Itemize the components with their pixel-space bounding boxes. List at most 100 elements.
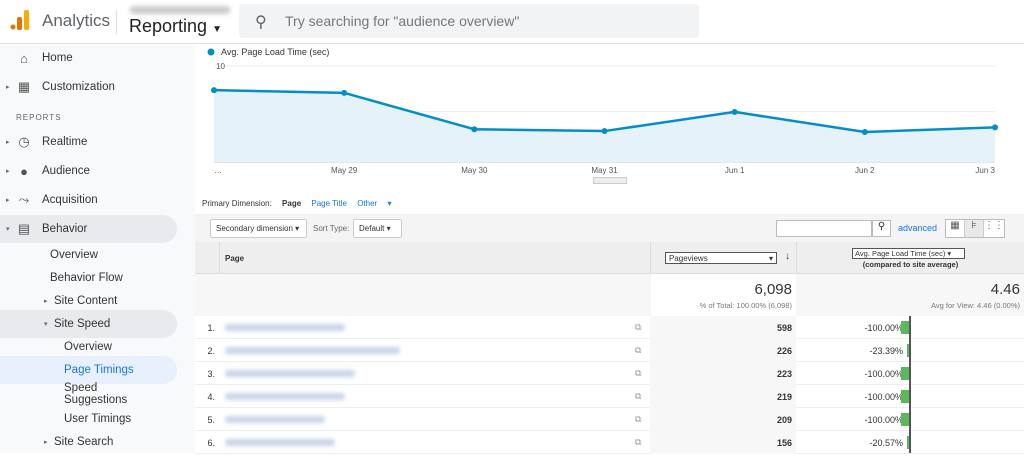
sidebar-item-home[interactable]: ⌂ Home — [0, 44, 177, 72]
sidebar-item-overview[interactable]: Overview — [0, 241, 177, 269]
compare-bar — [901, 390, 909, 403]
total-pageviews: 6,098 — [754, 281, 792, 298]
x-tick-label: Jun 1 — [725, 166, 745, 175]
area-fill — [214, 90, 995, 162]
caret-down-icon: ▼ — [212, 24, 222, 35]
sidebar-item-behavior[interactable]: ▾ ▤ Behavior — [0, 215, 177, 243]
dimension-page[interactable]: Page — [282, 199, 302, 208]
sidebar-item-label: Site Speed — [54, 318, 111, 330]
data-point[interactable] — [992, 124, 998, 131]
legend-dot — [207, 48, 215, 56]
table-row: 2. ⧉ 226 -23.39% — [195, 339, 1024, 362]
page-link[interactable] — [225, 393, 345, 400]
data-point[interactable] — [341, 89, 348, 96]
sidebar-item-label: Customization — [42, 81, 115, 93]
sidebar-item-audience[interactable]: ▸ ● Audience — [0, 157, 177, 185]
column-page[interactable]: Page — [225, 254, 245, 263]
sidebar-item-label: Page Timings — [64, 364, 134, 376]
table-header: Page Pageviews ▾ ↓ Avg. Page Load Time (s… — [195, 242, 1024, 316]
data-point[interactable] — [601, 128, 608, 135]
legend-label: Avg. Page Load Time (sec) — [221, 47, 329, 57]
sidebar-item-site-search[interactable]: ▸ Site Search — [0, 428, 177, 456]
analytics-logo-icon — [10, 10, 29, 30]
pageviews-value: 226 — [776, 346, 792, 356]
compare-metric-dropdown[interactable]: Avg. Page Load Time (sec) ▾ — [852, 248, 965, 259]
sidebar-item-page-timings[interactable]: Page Timings — [0, 356, 177, 384]
page-link[interactable] — [225, 439, 335, 446]
sidebar-item-customization[interactable]: ▸ ▦ Customization — [0, 73, 177, 101]
sidebar-item-label: Overview — [50, 249, 98, 261]
sidebar-item-site-content[interactable]: ▸ Site Content — [0, 287, 177, 315]
data-point[interactable] — [731, 108, 738, 115]
row-number: 4. — [207, 392, 215, 402]
x-tick-label: May 30 — [461, 166, 488, 175]
metric-dropdown[interactable]: Pageviews ▾ — [665, 252, 777, 264]
page-link[interactable] — [225, 416, 325, 423]
sidebar-item-site-speed[interactable]: ▾ Site Speed — [0, 310, 177, 338]
compare-bar — [907, 436, 909, 449]
pivot-view-icon[interactable]: ⋮⋮ — [984, 220, 1004, 231]
primary-dimension-label: Primary Dimension: — [202, 199, 272, 208]
advanced-link[interactable]: advanced — [898, 223, 938, 233]
reports-heading: REPORTS — [16, 113, 62, 122]
sidebar-item-behavior-flow[interactable]: Behavior Flow — [0, 264, 177, 292]
search-box[interactable]: ⚲ Try searching for "audience overview" — [239, 4, 699, 38]
compare-bar — [901, 321, 909, 334]
sidebar-item-label: Home — [42, 52, 73, 64]
sort-type-dropdown[interactable]: Default ▾ — [353, 219, 402, 238]
data-point[interactable] — [471, 126, 478, 133]
nav-icon: ⤳ — [18, 192, 30, 207]
x-tick-label: … — [214, 166, 222, 175]
account-breadcrumb[interactable] — [130, 6, 230, 14]
data-point[interactable] — [861, 128, 868, 135]
dimension-page-title[interactable]: Page Title — [311, 199, 347, 208]
comparison-axis — [909, 316, 911, 453]
table-search-button[interactable]: ⚲ — [872, 220, 891, 237]
nav-icon: ⌂ — [20, 50, 28, 66]
chart-resize-handle[interactable] — [593, 177, 627, 184]
search-input[interactable]: Try searching for "audience overview" — [285, 13, 520, 29]
app-name: Analytics — [42, 11, 111, 30]
open-page-icon[interactable]: ⧉ — [635, 322, 642, 332]
sidebar-item-acquisition[interactable]: ▸ ⤳ Acquisition — [0, 186, 177, 214]
sidebar-item-label: Overview — [64, 341, 112, 353]
sidebar-item-user-timings[interactable]: User Timings — [0, 405, 177, 433]
compare-percent: -20.57% — [869, 438, 903, 448]
divider — [116, 10, 117, 34]
open-page-icon[interactable]: ⧉ — [635, 345, 642, 355]
sidebar-item-overview[interactable]: Overview — [0, 333, 177, 361]
expand-caret-icon: ▸ — [6, 168, 10, 175]
open-page-icon[interactable]: ⧉ — [635, 414, 642, 424]
sidebar-item-label: Speed Suggestions — [64, 382, 128, 406]
row-number: 1. — [207, 323, 215, 333]
open-page-icon[interactable]: ⧉ — [635, 391, 642, 401]
row-number: 5. — [207, 415, 215, 425]
data-point[interactable] — [211, 87, 217, 94]
comparison-view-icon[interactable]: ⊧ — [965, 220, 984, 237]
sidebar-item-label: Site Content — [54, 295, 118, 307]
reporting-selector[interactable]: Reporting ▼ — [129, 16, 222, 37]
section-label: Reporting — [129, 16, 208, 36]
secondary-dimension-dropdown[interactable]: Secondary dimension ▾ — [210, 219, 307, 238]
open-page-icon[interactable]: ⧉ — [635, 437, 642, 447]
x-tick-label: Jun 3 — [975, 166, 995, 175]
nav-icon: ● — [20, 163, 28, 179]
sort-desc-icon[interactable]: ↓ — [785, 251, 790, 262]
expand-caret-icon: ▾ — [6, 226, 10, 233]
x-tick-label: Jun 2 — [855, 166, 875, 175]
totals-row: 6,098 % of Total: 100.00% (6,098) 4.46 A… — [195, 274, 1024, 316]
dimension-other[interactable]: Other ▾ — [357, 199, 392, 208]
sidebar-item-speed-suggestions[interactable]: Speed Suggestions — [0, 380, 177, 408]
sidebar-item-realtime[interactable]: ▸ ◷ Realtime — [0, 128, 177, 156]
table-row: 5. ⧉ 209 -100.00% — [195, 408, 1024, 431]
table-search-input[interactable] — [776, 220, 872, 237]
open-page-icon[interactable]: ⧉ — [635, 368, 642, 378]
sidebar-item-label: Site Search — [54, 436, 114, 448]
page-link[interactable] — [225, 324, 345, 331]
table-row: 1. ⧉ 598 -100.00% — [195, 316, 1024, 339]
compare-bar — [901, 367, 909, 380]
data-view-icon[interactable]: ▦ — [946, 220, 965, 237]
page-link[interactable] — [225, 370, 355, 377]
page-link[interactable] — [225, 347, 400, 354]
